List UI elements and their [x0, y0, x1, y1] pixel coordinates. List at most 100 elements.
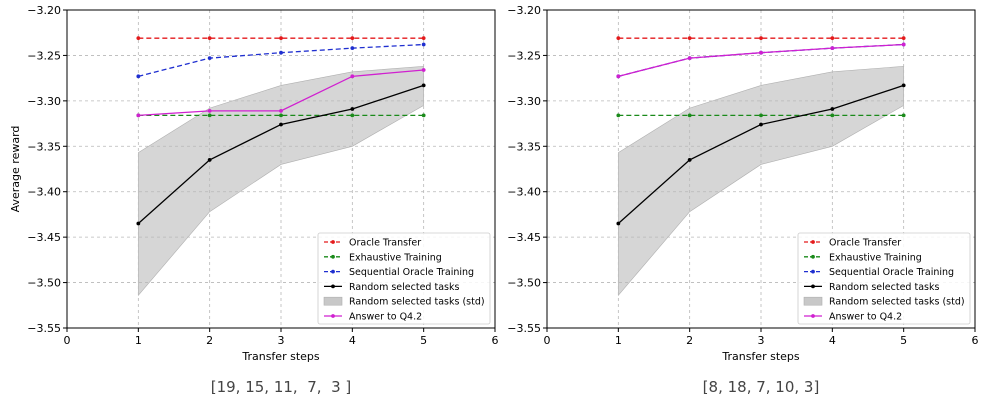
x-tick-label: 5	[900, 334, 907, 347]
data-point	[901, 113, 906, 118]
x-tick-label: 4	[349, 334, 356, 347]
legend-item: Random selected tasks	[324, 282, 459, 293]
y-tick-label: −3.35	[507, 140, 541, 153]
data-point	[421, 83, 426, 88]
legend-label: Sequential Oracle Training	[349, 267, 474, 278]
data-point	[207, 36, 212, 41]
legend: Oracle Transfer Exhaustive Training Sequen…	[797, 232, 971, 325]
data-point	[279, 122, 283, 127]
series-exhaustive-training	[136, 113, 426, 118]
y-tick-label: −3.55	[27, 322, 61, 335]
x-tick-label: 4	[829, 334, 836, 347]
series-answer-to-q4-2	[136, 68, 426, 118]
data-point	[421, 36, 426, 41]
x-tick-label: 6	[972, 334, 979, 347]
legend-box	[797, 232, 971, 325]
data-point	[830, 46, 835, 51]
data-point	[616, 74, 621, 79]
legend-label: Exhaustive Training	[349, 252, 442, 263]
legend-label: Oracle Transfer	[829, 238, 901, 249]
std-band	[618, 66, 904, 297]
legend-item: Random selected tasks	[804, 282, 939, 293]
legend-item: Oracle Transfer	[804, 238, 901, 249]
legend-label: Random selected tasks (std)	[829, 297, 965, 308]
x-tick-label: 0	[544, 334, 551, 347]
legend-marker	[811, 269, 815, 274]
data-point	[687, 113, 692, 118]
data-point	[687, 36, 692, 41]
std-band	[138, 66, 424, 297]
data-point	[136, 221, 141, 226]
x-tick-label: 6	[492, 334, 499, 347]
y-axis-label: Average reward	[9, 126, 22, 213]
legend-item: Answer to Q4.2	[324, 312, 422, 323]
legend-swatch	[323, 296, 343, 306]
y-tick-label: −3.40	[27, 186, 61, 199]
legend-item: Oracle Transfer	[324, 238, 421, 249]
legend-marker	[331, 254, 335, 259]
series-oracle-transfer	[136, 36, 426, 41]
legend-marker	[811, 284, 815, 289]
data-point	[207, 56, 212, 61]
legend-marker	[331, 284, 335, 289]
x-axis-label: Transfer steps	[241, 350, 320, 363]
data-point	[421, 68, 426, 72]
y-tick-label: −3.50	[27, 277, 61, 290]
legend-marker	[331, 314, 335, 318]
data-point	[830, 107, 835, 111]
series-exhaustive-training	[616, 113, 906, 118]
legend-label: Sequential Oracle Training	[829, 267, 954, 278]
legend-label: Random selected tasks	[829, 282, 939, 293]
data-point	[759, 50, 763, 55]
data-point	[207, 158, 212, 162]
x-tick-label: 5	[420, 334, 427, 347]
y-tick-label: −3.50	[507, 277, 541, 290]
data-point	[279, 50, 283, 55]
x-tick-label: 2	[206, 334, 213, 347]
legend-label: Exhaustive Training	[829, 252, 922, 263]
y-tick-label: −3.30	[27, 95, 61, 108]
legend: Oracle Transfer Exhaustive Training Sequen…	[317, 232, 491, 325]
series-random-selected-tasks	[136, 83, 426, 226]
chart-caption: [8, 18, 7, 10, 3]	[703, 378, 820, 396]
data-point	[830, 36, 835, 41]
legend-item: Sequential Oracle Training	[804, 267, 954, 278]
y-tick-label: −3.20	[507, 4, 541, 17]
data-point	[687, 158, 692, 162]
data-point	[136, 74, 141, 79]
x-axis-label: Transfer steps	[721, 350, 800, 363]
data-point	[136, 113, 141, 118]
data-point	[279, 113, 283, 118]
legend-item: Answer to Q4.2	[804, 312, 902, 323]
legend-marker	[811, 240, 815, 244]
x-tick-label: 1	[615, 334, 622, 347]
legend-label: Random selected tasks (std)	[349, 297, 485, 308]
legend-swatch	[803, 296, 823, 306]
legend-item: Exhaustive Training	[804, 252, 922, 263]
data-point	[350, 107, 355, 111]
data-point	[421, 42, 426, 47]
x-tick-label: 1	[135, 334, 142, 347]
data-point	[616, 221, 621, 226]
y-tick-label: −3.55	[507, 322, 541, 335]
data-point	[350, 36, 355, 41]
x-tick-label: 2	[686, 334, 693, 347]
chart-caption: [19, 15, 11, 7, 3 ]	[211, 378, 352, 396]
legend-label: Random selected tasks	[349, 282, 459, 293]
data-point	[901, 83, 906, 88]
legend-item: Exhaustive Training	[324, 252, 442, 263]
y-tick-label: −3.25	[507, 49, 541, 62]
y-tick-label: −3.25	[27, 49, 61, 62]
y-tick-label: −3.40	[507, 186, 541, 199]
chart-1: 0 1 2 3 4 5 6 −3.55 −3.50 −3.45 −3.40 −3.35 −3.30 −3.…	[9, 4, 499, 396]
legend-item: Random selected tasks (std)	[803, 296, 965, 308]
data-point	[421, 113, 426, 118]
data-point	[136, 36, 141, 41]
data-point	[616, 113, 621, 118]
data-point	[207, 113, 212, 118]
legend-marker	[811, 314, 815, 318]
series-sequential-oracle-training	[136, 42, 426, 79]
data-point	[759, 36, 763, 41]
data-point	[901, 36, 906, 41]
